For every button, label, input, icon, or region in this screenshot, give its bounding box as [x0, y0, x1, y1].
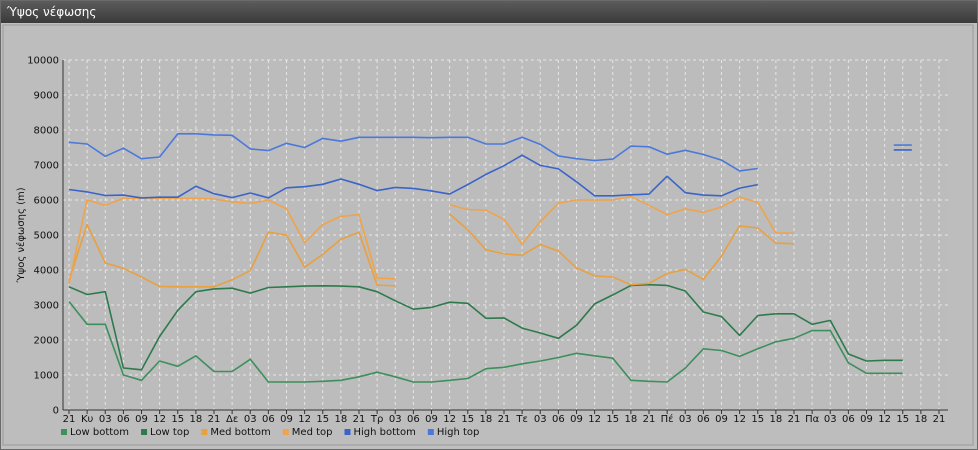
x-tick-label: 15: [171, 414, 184, 425]
high-top-legend-label: High top: [437, 427, 480, 438]
axes: 0 1000 2000 3000 4000 5000 6000 7000 8000 9000 100…: [27, 56, 948, 425]
x-tick-label: 21: [788, 414, 801, 425]
low-top-line: [68, 283, 903, 371]
x-tick-label: 18: [335, 414, 348, 425]
x-tick-label: 12: [733, 414, 746, 425]
x-tick-label: 15: [461, 414, 474, 425]
x-tick-label: 03: [534, 414, 547, 425]
x-tick-label: 21: [498, 414, 511, 425]
y-tick-label: 10000: [27, 56, 59, 67]
x-tick-label: 03: [389, 414, 402, 425]
low-top-legend-label: Low top: [150, 427, 189, 438]
low-bottom-legend-swatch: [61, 429, 67, 435]
y-tick-label: 5000: [34, 231, 59, 242]
y-tick-label: 6000: [34, 196, 59, 207]
x-tick-label: Κυ: [81, 414, 94, 425]
med-bottom-line: [449, 213, 795, 286]
x-tick-label: 15: [896, 414, 909, 425]
high-top-legend-swatch: [427, 429, 434, 435]
x-tick-label: 15: [316, 414, 329, 425]
med-top-line: [449, 195, 795, 245]
x-tick-label: 15: [606, 414, 619, 425]
x-tick-label: Τρ: [370, 414, 383, 425]
y-tick-label: 4000: [34, 266, 59, 277]
y-tick-label: 3000: [34, 301, 59, 312]
med-bottom-legend-swatch: [201, 429, 208, 435]
high-top-line: [68, 133, 758, 172]
x-tick-label: 06: [407, 414, 420, 425]
x-tick-label: 06: [552, 414, 565, 425]
x-tick-label: 03: [679, 414, 692, 425]
x-tick-label: Δε: [226, 414, 238, 425]
x-tick-label: 09: [135, 414, 148, 425]
x-tick-label: 09: [280, 414, 293, 425]
x-tick-label: 12: [153, 414, 166, 425]
x-tick-label: 21: [63, 414, 76, 425]
x-tick-label: 03: [99, 414, 112, 425]
x-tick-label: 09: [715, 414, 728, 425]
x-tick-label: 03: [244, 414, 257, 425]
med-bottom-line: [68, 223, 396, 288]
y-tick-label: 0: [53, 406, 59, 417]
x-tick-label: Πέ: [661, 413, 674, 425]
x-tick-label: 18: [190, 414, 203, 425]
x-tick-label: 12: [443, 414, 456, 425]
x-tick-label: 21: [353, 414, 366, 425]
high-bottom-legend-label: High bottom: [354, 427, 416, 438]
high-bottom-line: [68, 154, 758, 199]
x-tick-label: Τε: [515, 414, 528, 425]
x-tick-label: 18: [480, 414, 493, 425]
title-bar: Ύψος νέφωσης: [1, 1, 977, 23]
low-bottom-line: [68, 301, 903, 383]
x-tick-label: Πα: [805, 414, 820, 425]
x-tick-label: 06: [262, 414, 275, 425]
y-tick-label: 7000: [34, 161, 59, 172]
x-tick-label: 18: [770, 414, 783, 425]
series-layer: [68, 133, 912, 383]
med-bottom-legend-label: Med bottom: [210, 427, 270, 438]
legend: Low bottom Low top Med bottom Med top High b…: [61, 427, 479, 438]
med-top-legend-label: Med top: [292, 427, 333, 438]
med-top-line: [68, 197, 396, 285]
low-top-legend-swatch: [141, 429, 148, 435]
y-tick-label: 8000: [34, 126, 59, 137]
high-bottom-legend-swatch: [344, 429, 351, 435]
x-tick-label: 09: [570, 414, 583, 425]
x-tick-label: 06: [697, 414, 710, 425]
grid: [63, 59, 948, 411]
window-title: Ύψος νέφωσης: [7, 5, 97, 19]
x-tick-label: 09: [425, 414, 438, 425]
low-bottom-legend-label: Low bottom: [70, 427, 129, 438]
y-tick-label: 9000: [34, 91, 59, 102]
x-tick-label: 12: [878, 414, 891, 425]
y-axis-label: Ύψος νέφωσης (m): [15, 187, 27, 283]
y-tick-label: 2000: [34, 336, 59, 347]
x-tick-label: 18: [915, 414, 928, 425]
x-tick-label: 21: [643, 414, 656, 425]
x-tick-label: 12: [298, 414, 311, 425]
x-tick-label: 21: [208, 414, 221, 425]
x-tick-label: 09: [860, 414, 873, 425]
y-tick-label: 1000: [34, 371, 59, 382]
x-tick-label: 03: [824, 414, 837, 425]
x-tick-label: 18: [625, 414, 638, 425]
x-tick-label: 06: [117, 414, 130, 425]
plot-area: [63, 60, 948, 410]
x-tick-label: 06: [842, 414, 855, 425]
x-tick-label: 21: [933, 414, 946, 425]
med-top-legend-swatch: [282, 429, 289, 435]
x-tick-label: 12: [588, 414, 601, 425]
x-tick-label: 15: [751, 414, 764, 425]
cloud-height-chart: 0 1000 2000 3000 4000 5000 6000 7000 8000 9000 100…: [2, 24, 974, 446]
